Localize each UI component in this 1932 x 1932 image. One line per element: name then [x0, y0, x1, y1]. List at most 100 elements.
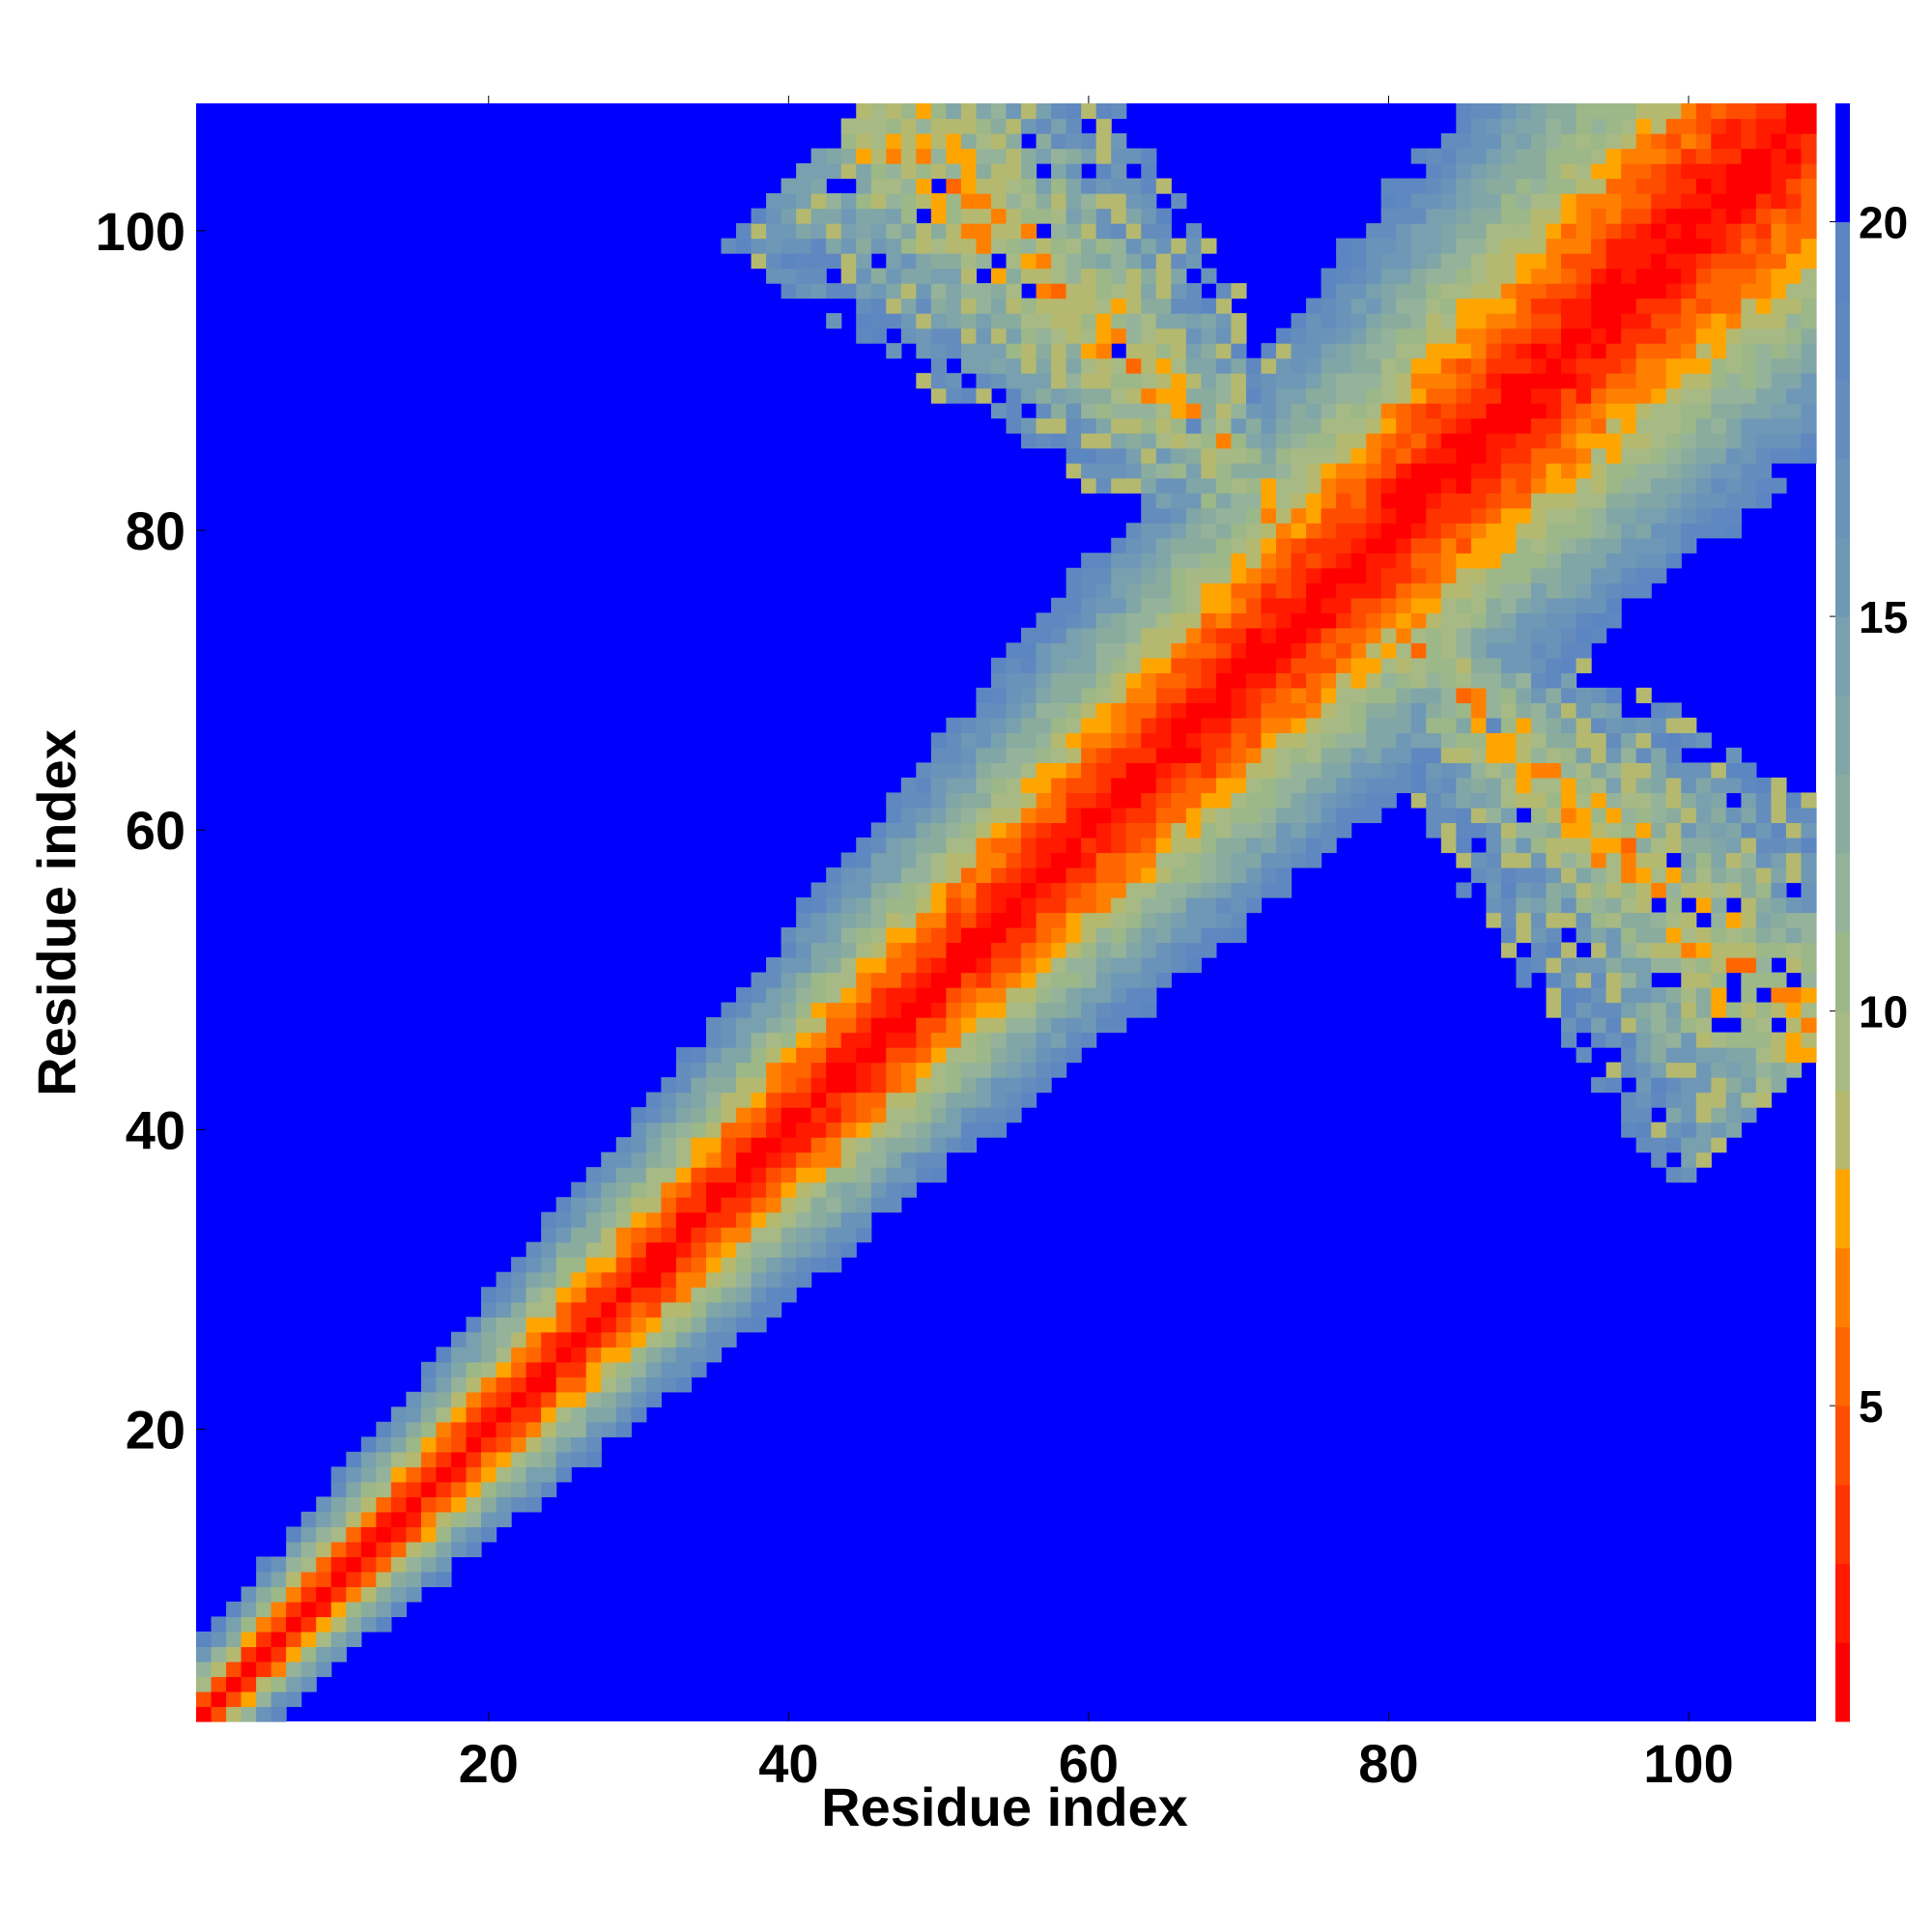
heatmap-cell — [1785, 313, 1803, 329]
heatmap-cell — [916, 313, 932, 329]
heatmap-cell — [1410, 553, 1427, 569]
heatmap-cell — [555, 1466, 572, 1483]
heatmap-cell — [930, 762, 947, 779]
heatmap-cell — [1440, 447, 1457, 464]
heatmap-cell — [810, 1151, 827, 1168]
heatmap-cell — [1276, 433, 1293, 449]
heatmap-cell — [930, 792, 947, 809]
heatmap-cell — [990, 298, 1008, 314]
heatmap-cell — [1561, 313, 1577, 329]
heatmap-cell — [1576, 298, 1592, 314]
heatmap-cell — [481, 1287, 497, 1303]
heatmap-cell — [661, 1257, 677, 1273]
heatmap-cell — [1111, 896, 1127, 914]
heatmap-cell — [1185, 717, 1202, 733]
heatmap-cell — [330, 1466, 347, 1483]
heatmap-cell — [1440, 178, 1457, 194]
heatmap-cell — [1635, 687, 1652, 703]
heatmap-cell — [1440, 313, 1457, 329]
heatmap-cell — [1336, 357, 1352, 374]
heatmap-cell — [226, 1616, 242, 1633]
heatmap-cell — [960, 133, 978, 150]
heatmap-cell — [1651, 1062, 1667, 1078]
heatmap-cell — [916, 148, 932, 164]
heatmap-cell — [976, 762, 992, 779]
heatmap-cell — [976, 1092, 992, 1108]
heatmap-cell — [976, 867, 992, 884]
heatmap-cell — [1605, 896, 1622, 914]
heatmap-cell — [1155, 687, 1172, 703]
heatmap-cell — [1111, 612, 1127, 629]
heatmap-cell — [1801, 163, 1817, 180]
heatmap-cell — [1081, 852, 1097, 868]
heatmap-cell — [900, 1017, 917, 1034]
heatmap-cell — [736, 1002, 753, 1018]
heatmap-cell — [976, 357, 992, 374]
heatmap-cell — [1336, 238, 1352, 254]
heatmap-cell — [721, 1257, 737, 1273]
heatmap-cell — [1185, 597, 1202, 613]
heatmap-cell — [1021, 1077, 1037, 1094]
heatmap-cell — [930, 298, 947, 314]
heatmap-cell — [1336, 597, 1352, 613]
heatmap-cell — [721, 1317, 737, 1333]
heatmap-cell — [1261, 553, 1277, 569]
heatmap-cell — [960, 1017, 978, 1034]
heatmap-cell — [1380, 672, 1397, 689]
heatmap-cell — [1561, 537, 1577, 554]
heatmap-cell — [256, 1706, 272, 1722]
heatmap-cell — [810, 1167, 827, 1183]
heatmap-cell — [1276, 687, 1293, 703]
heatmap-cell — [1486, 553, 1502, 569]
heatmap-cell — [1605, 762, 1622, 779]
heatmap-cell — [1185, 447, 1202, 464]
heatmap-cell — [1215, 687, 1233, 703]
heatmap-cell — [900, 1032, 917, 1048]
heatmap-cell — [886, 298, 902, 314]
heatmap-cell — [601, 1406, 617, 1423]
heatmap-cell — [1500, 702, 1518, 719]
heatmap-cell — [766, 957, 782, 974]
heatmap-cell — [1591, 912, 1607, 928]
heatmap-cell — [1125, 477, 1142, 494]
heatmap-cell — [1785, 357, 1803, 374]
heatmap-cell — [1605, 133, 1622, 150]
heatmap-cell — [1021, 298, 1037, 314]
heatmap-cell — [1006, 103, 1022, 120]
heatmap-cell — [840, 852, 857, 868]
heatmap-cell — [1155, 777, 1172, 794]
heatmap-cell — [1081, 582, 1097, 599]
heatmap-cell — [450, 1436, 468, 1453]
heatmap-cell — [1276, 523, 1293, 539]
heatmap-cell — [1665, 253, 1682, 270]
heatmap-cell — [1530, 447, 1548, 464]
heatmap-cell — [1276, 717, 1293, 733]
heatmap-cell — [436, 1511, 452, 1527]
heatmap-cell — [675, 1257, 693, 1273]
heatmap-cell — [1321, 298, 1337, 314]
heatmap-cell — [1546, 357, 1562, 374]
heatmap-cell — [1456, 642, 1472, 659]
heatmap-cell — [1456, 493, 1472, 509]
heatmap-cell — [1681, 208, 1697, 224]
heatmap-cell — [1185, 493, 1202, 509]
heatmap-cell — [1125, 433, 1142, 449]
heatmap-cell — [990, 1032, 1008, 1048]
heatmap-cell — [585, 1197, 602, 1213]
heatmap-cell — [1711, 987, 1727, 1004]
heatmap-cell — [1725, 313, 1742, 329]
heatmap-cell — [1605, 792, 1622, 809]
heatmap-cell — [1426, 762, 1442, 779]
heatmap-cell — [1605, 268, 1622, 284]
heatmap-cell — [1261, 867, 1277, 884]
heatmap-cell — [1486, 387, 1502, 404]
heatmap-cell — [1681, 298, 1697, 314]
heatmap-cell — [1576, 403, 1592, 419]
heatmap-cell — [661, 1377, 677, 1393]
heatmap-cell — [1021, 927, 1037, 944]
heatmap-cell — [1530, 477, 1548, 494]
heatmap-cell — [1456, 327, 1472, 344]
heatmap-cell — [1065, 268, 1082, 284]
heatmap-cell — [1635, 477, 1652, 494]
heatmap-cell — [1771, 373, 1787, 389]
